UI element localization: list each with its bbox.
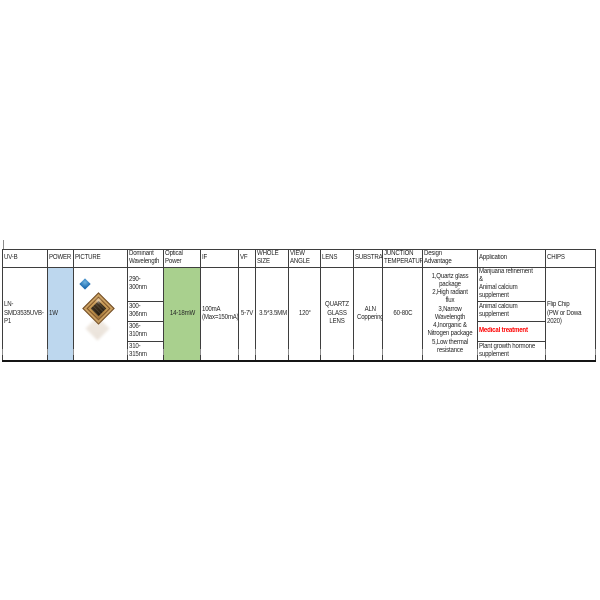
header-dominant-wavelength-label: Dominant Wavelength: [129, 250, 160, 266]
cell-wavelength-2[interactable]: 300-306nm: [127, 300, 164, 322]
gridline-stub: [422, 349, 423, 355]
junction-temperature-value: 60-80C: [393, 309, 412, 317]
header-uv-b-label: UV-B: [4, 254, 18, 262]
substrate-value: ALN Coppering: [356, 305, 383, 321]
gridline-stub: [382, 349, 383, 355]
header-optical-power-label: Optical Power: [165, 250, 183, 266]
chips-value: Flip Chip (PW or Dowa 2020): [547, 301, 582, 325]
header-substrate[interactable]: SUBSTRATE: [353, 249, 383, 268]
wavelength-value: 310-315nm: [129, 342, 147, 358]
header-whole-size[interactable]: WHOLE SIZE: [255, 249, 289, 268]
application-value: Marijuana refinement & Animal calcium su…: [479, 267, 533, 300]
cell-application-1[interactable]: Marijuana refinement & Animal calcium su…: [477, 266, 546, 302]
power-value: 1W: [49, 309, 58, 317]
cell-design-advantage[interactable]: 1,Quartz glass package 2,High radiant fl…: [422, 266, 478, 362]
gridline-stub: [288, 349, 289, 355]
gridline-stub: [73, 349, 74, 355]
gridline-stub: [2, 349, 3, 355]
header-chips[interactable]: CHIPS: [545, 249, 596, 268]
gridline-stub: [200, 349, 201, 355]
cell-junction-temperature[interactable]: 60-80C: [382, 266, 423, 362]
gridline-stub: [595, 349, 596, 355]
cell-chips[interactable]: Flip Chip (PW or Dowa 2020): [545, 266, 596, 362]
cell-application-4[interactable]: Plant growth hormone supplement: [477, 340, 546, 362]
header-power[interactable]: POWER: [47, 249, 74, 268]
header-junction-temperature-label: JUNCTION TEMPERATURE: [384, 250, 422, 266]
cell-lens[interactable]: QUARTZ GLASS LENS: [320, 266, 354, 362]
gridline-stub: [163, 349, 164, 355]
gridline-stub: [353, 349, 354, 355]
optical-power-value: 14-18mW: [169, 309, 195, 317]
model-number: LN-SMD3535UVB-P1: [4, 301, 44, 325]
header-lens[interactable]: LENS: [320, 249, 354, 268]
header-view-angle[interactable]: VIEW ANGLE: [288, 249, 321, 268]
header-design-advantage[interactable]: Design Advantage: [422, 249, 478, 268]
wavelength-value: 306-310nm: [129, 322, 147, 338]
header-uv-b[interactable]: UV-B: [2, 249, 48, 268]
gridline-stub: [127, 349, 128, 355]
header-vf[interactable]: VF: [238, 249, 256, 268]
if-value: 100mA (Max=150mA): [202, 305, 239, 321]
cell-wavelength-3[interactable]: 306-310nm: [127, 320, 164, 342]
header-application[interactable]: Application: [477, 249, 546, 268]
application-value: Animal calcium supplement: [479, 302, 518, 318]
uvb-led-spec-table: UV-B POWER PICTURE Dominant Wavelength O…: [2, 249, 596, 362]
header-design-advantage-label: Design Advantage: [424, 250, 452, 266]
lens-value: QUARTZ GLASS LENS: [325, 301, 349, 325]
cell-picture[interactable]: [73, 266, 128, 362]
view-angle-value: 120°: [298, 309, 311, 317]
cell-application-2[interactable]: Animal calcium supplement: [477, 300, 546, 322]
gridline-stub: [255, 349, 256, 355]
blue-diamond-icon: [79, 277, 91, 290]
spec-sheet-region: UV-B POWER PICTURE Dominant Wavelength O…: [2, 249, 596, 362]
led-package-reflection: [85, 315, 110, 341]
header-application-label: Application: [479, 254, 507, 262]
header-substrate-label: SUBSTRATE: [355, 254, 383, 262]
header-if[interactable]: IF: [200, 249, 239, 268]
gridline-stub: [47, 349, 48, 355]
header-whole-size-label: WHOLE SIZE: [257, 250, 279, 266]
cell-wavelength-1[interactable]: 290-300nm: [127, 266, 164, 302]
cell-view-angle[interactable]: 120°: [288, 266, 321, 362]
header-optical-power[interactable]: Optical Power: [163, 249, 201, 268]
cell-optical-power[interactable]: 14-18mW: [163, 266, 201, 362]
application-value: Plant growth hormone supplement: [479, 342, 536, 358]
header-picture[interactable]: PICTURE: [73, 249, 128, 268]
whole-size-value: 3.5*3.5MM: [259, 309, 287, 317]
gridline-stub: [545, 349, 546, 355]
header-chips-label: CHIPS: [547, 254, 565, 262]
header-vf-label: VF: [240, 254, 248, 262]
cell-substrate[interactable]: ALN Coppering: [353, 266, 383, 362]
wavelength-value: 300-306nm: [129, 302, 147, 318]
header-power-label: POWER: [49, 254, 72, 262]
header-view-angle-label: VIEW ANGLE: [290, 250, 310, 266]
cell-application-3[interactable]: Medical treatment: [477, 320, 546, 342]
gridline-stub: [3, 240, 4, 249]
application-value-highlighted: Medical treatment: [479, 326, 528, 334]
header-dominant-wavelength[interactable]: Dominant Wavelength: [127, 249, 164, 268]
design-advantage-value: 1,Quartz glass package 2,High radiant fl…: [427, 272, 473, 354]
cell-wavelength-4[interactable]: 310-315nm: [127, 340, 164, 362]
cell-model[interactable]: LN-SMD3535UVB-P1: [2, 266, 48, 362]
vf-value: 5-7V: [240, 309, 254, 317]
gridline-stub: [477, 349, 478, 355]
cell-whole-size[interactable]: 3.5*3.5MM: [255, 266, 289, 362]
cell-vf[interactable]: 5-7V: [238, 266, 256, 362]
cell-if[interactable]: 100mA (Max=150mA): [200, 266, 239, 362]
gridline-stub: [238, 349, 239, 355]
header-if-label: IF: [202, 254, 208, 262]
header-picture-label: PICTURE: [75, 254, 101, 262]
header-junction-temperature[interactable]: JUNCTION TEMPERATURE: [382, 249, 423, 268]
wavelength-value: 290-300nm: [129, 275, 147, 291]
gridline-stub: [320, 349, 321, 355]
header-lens-label: LENS: [322, 254, 338, 262]
cell-power[interactable]: 1W: [47, 266, 74, 362]
